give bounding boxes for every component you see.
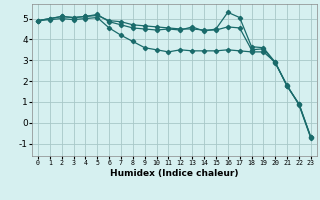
X-axis label: Humidex (Indice chaleur): Humidex (Indice chaleur) bbox=[110, 169, 239, 178]
